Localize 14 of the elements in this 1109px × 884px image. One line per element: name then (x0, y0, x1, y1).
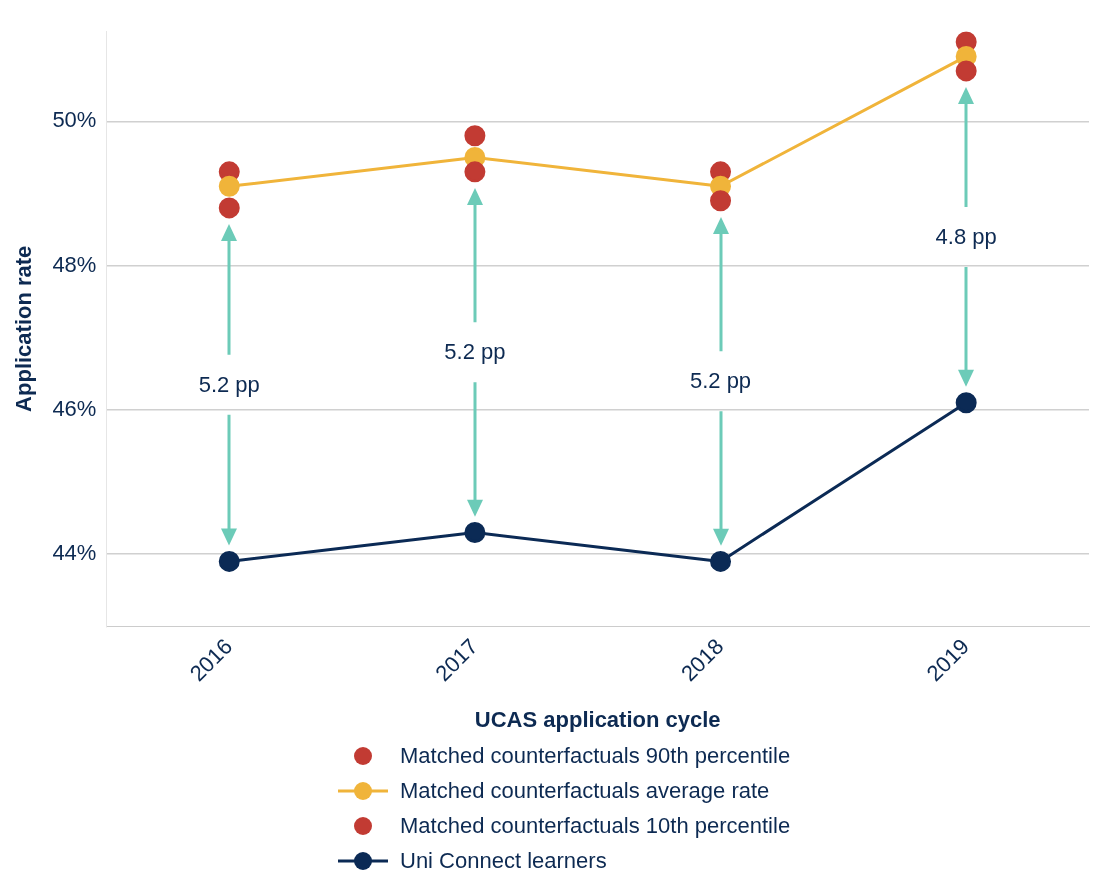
annotation: 5.2 pp (688, 368, 753, 395)
x-axis-title: UCAS application cycle (474, 706, 721, 732)
y-axis-title: Application rate (11, 245, 37, 412)
annotation: 4.8 pp (934, 223, 998, 250)
y-tick-label: 44% (52, 540, 97, 566)
annotation: 5.2 pp (443, 339, 507, 366)
annotation: 5.2 pp (197, 371, 261, 398)
legend-label: Matched counterfactuals 10th percentile (400, 812, 791, 839)
legend-label: Matched counterfactuals 90th percentile (400, 742, 791, 769)
y-tick-label: 46% (52, 395, 97, 421)
y-tick-label: 50% (52, 107, 97, 133)
legend-label: Matched counterfactuals average rate (400, 777, 770, 804)
y-tick-label: 48% (52, 251, 97, 277)
legend-label: Uni Connect learners (400, 847, 607, 874)
